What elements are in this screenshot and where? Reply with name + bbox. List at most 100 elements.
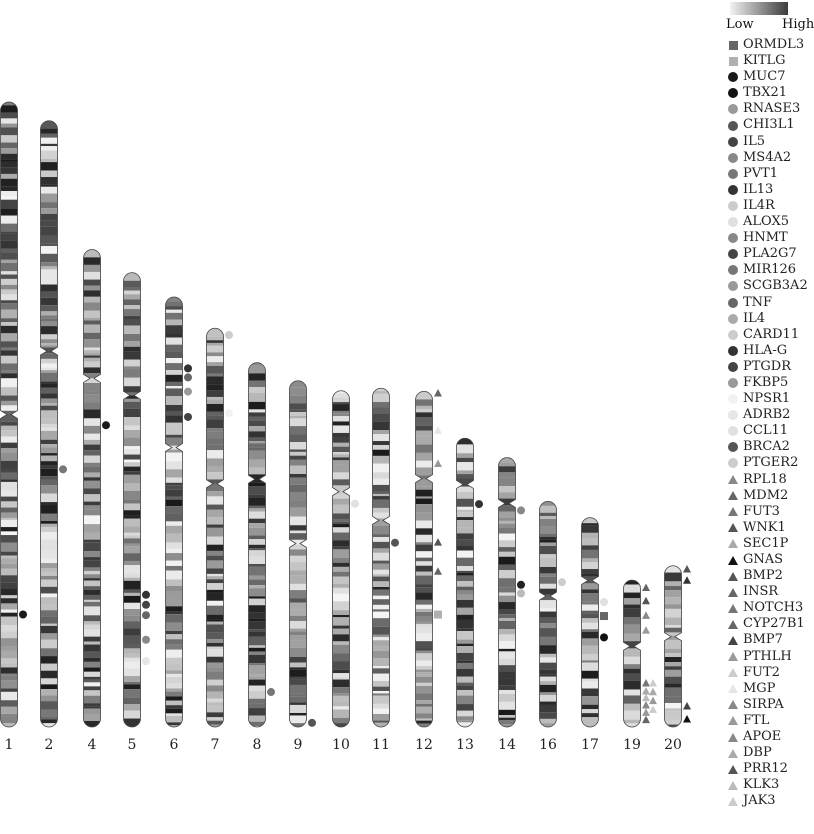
- circle-marker-icon: [726, 361, 740, 372]
- gene-marker-triangle: [683, 564, 691, 573]
- legend-gene-name: BMP7: [743, 632, 783, 648]
- gene-marker-circle: [225, 409, 233, 418]
- chromosome-10: [332, 390, 350, 728]
- legend-item: RNASE3: [726, 101, 808, 117]
- legend-gene-name: CARD11: [743, 326, 800, 342]
- legend-item: ADRB2: [726, 407, 808, 423]
- triangle-marker-icon: [726, 700, 740, 710]
- circle-marker-icon: [726, 104, 740, 115]
- gene-marker-triangle: [642, 583, 650, 591]
- chromosome-11: [372, 387, 390, 728]
- gene-marker-triangle: [649, 687, 657, 696]
- legend-item: KLK3: [726, 777, 808, 793]
- triangle-marker-icon: [726, 636, 740, 646]
- triangle-marker-icon: [726, 716, 740, 726]
- chromosome-9: [289, 380, 307, 728]
- triangle-marker-icon: [726, 748, 740, 758]
- chromosome-label: 5: [128, 737, 137, 753]
- chromosome-6: [165, 296, 183, 728]
- circle-marker-icon: [726, 410, 740, 421]
- gene-marker-circle: [351, 499, 359, 508]
- circle-marker-icon: [726, 329, 740, 340]
- legend-gene-name: DBP: [743, 745, 772, 761]
- triangle-marker-icon: [726, 652, 740, 662]
- legend-item: TBX21: [726, 85, 808, 101]
- chromosome-label: 8: [253, 737, 262, 753]
- gene-marker-circle: [19, 610, 27, 619]
- legend-gene-name: TBX21: [743, 85, 788, 101]
- legend-gene-name: PRR12: [743, 761, 788, 777]
- legend-item: JAK3: [726, 793, 808, 809]
- chromosome-16: [539, 501, 557, 728]
- legend-gene-name: PLA2G7: [743, 246, 797, 262]
- circle-marker-icon: [726, 152, 740, 163]
- chromosome-7: [206, 327, 224, 728]
- chromosome-5: [123, 272, 141, 728]
- triangle-marker-icon: [726, 555, 740, 565]
- legend-item: MDM2: [726, 488, 808, 504]
- gene-marker-circle: [142, 600, 150, 609]
- legend-gene-name: JAK3: [743, 793, 776, 809]
- legend-item: IL5: [726, 134, 808, 150]
- legend-gene-name: MUC7: [743, 69, 786, 85]
- legend-gene-name: WNK1: [743, 519, 786, 535]
- gene-marker-circle: [267, 688, 275, 697]
- legend-item: FKBP5: [726, 375, 808, 391]
- circle-marker-icon: [726, 233, 740, 244]
- legend-item: CARD11: [726, 327, 808, 343]
- gene-marker-circle: [59, 465, 67, 474]
- legend-gene-name: SEC1P: [743, 535, 789, 551]
- legend-gene-name: BRCA2: [743, 439, 790, 455]
- triangle-marker-icon: [726, 764, 740, 774]
- legend-gene-name: ALOX5: [743, 214, 789, 230]
- legend-item: BRCA2: [726, 439, 808, 455]
- chromosome-13: [456, 437, 474, 728]
- gene-marker-square: [600, 612, 608, 621]
- circle-marker-icon: [726, 120, 740, 131]
- gene-marker-triangle: [642, 626, 650, 634]
- gene-marker-triangle: [434, 538, 442, 546]
- circle-marker-icon: [726, 168, 740, 179]
- gene-marker-circle: [142, 611, 150, 620]
- scale-low-label: Low: [726, 17, 754, 32]
- chromosome-label: 17: [581, 737, 599, 753]
- legend-gene-name: APOE: [743, 729, 782, 745]
- legend-item: IL4: [726, 311, 808, 327]
- chromosome-label: 2: [45, 737, 54, 753]
- chromosome-label: 16: [539, 737, 557, 753]
- legend-gene-name: ADRB2: [743, 407, 791, 423]
- chromosome-14: [498, 457, 516, 728]
- circle-marker-icon: [726, 184, 740, 195]
- square-marker-icon: [726, 56, 740, 66]
- circle-marker-icon: [726, 345, 740, 356]
- triangle-marker-icon: [726, 523, 740, 533]
- chromosome-ideogram: 1 2 4 5 6 7 8 9 10 11 12 13 14 16 17 19 20: [0, 101, 691, 753]
- chromosome-20: [664, 565, 682, 728]
- chromosome-label: 14: [498, 737, 516, 753]
- legend-gene-name: FUT3: [743, 503, 780, 519]
- triangle-marker-icon: [726, 571, 740, 581]
- chromosome-label: 6: [170, 737, 179, 753]
- chromosome-8: [248, 362, 266, 728]
- circle-marker-icon: [726, 217, 740, 228]
- gene-marker-circle: [184, 373, 192, 382]
- chromosome-label: 9: [294, 737, 303, 753]
- legend-gene-name: MGP: [743, 680, 776, 696]
- legend-gene-name: CYP27B1: [743, 616, 805, 632]
- gene-list: ORMDL3 KITLG MUC7 TBX21 RNASE3 CHI3L1 IL5 MS4A2…: [726, 37, 808, 810]
- circle-marker-icon: [726, 72, 740, 83]
- chromosome-label: 11: [372, 737, 390, 753]
- circle-marker-icon: [726, 200, 740, 211]
- gene-marker-circle: [142, 635, 150, 644]
- triangle-marker-icon: [726, 507, 740, 517]
- legend-item: INSR: [726, 584, 808, 600]
- legend-gene-name: IL5: [743, 133, 766, 149]
- legend-item: HNMT: [726, 230, 808, 246]
- legend-item: SEC1P: [726, 536, 808, 552]
- legend-gene-name: PTHLH: [743, 648, 792, 664]
- legend-gene-name: INSR: [743, 584, 779, 600]
- gene-marker-triangle: [642, 678, 650, 687]
- chromosome-label: 13: [456, 737, 474, 753]
- legend-item: TNF: [726, 295, 808, 311]
- gene-marker-triangle: [649, 696, 657, 705]
